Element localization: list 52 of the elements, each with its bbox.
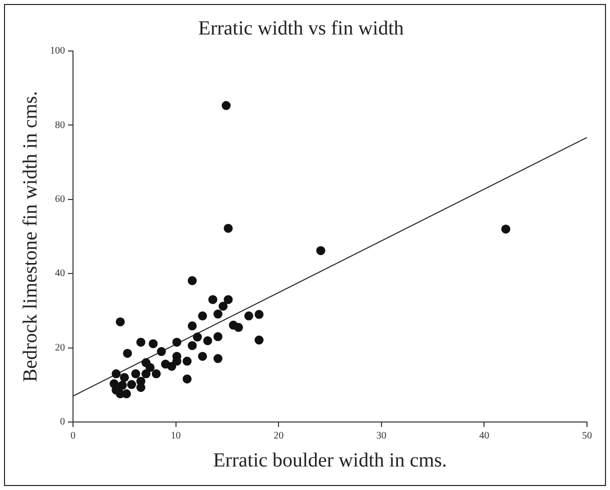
point [148,339,158,348]
y-tick-label: 20 [55,342,65,354]
point [118,380,127,390]
point [146,362,155,372]
point [222,101,231,110]
point [218,302,228,311]
x-tick-label: 40 [479,430,490,442]
point [213,354,222,364]
x-tick-label: 20 [274,430,284,442]
point [203,336,212,346]
x-tick-label: 50 [582,430,592,442]
point [120,372,129,382]
point [112,369,121,378]
x-tick-label: 10 [170,430,181,442]
point [182,356,192,366]
x-tick-label: 0 [70,430,76,442]
point [127,380,136,390]
point [198,311,208,320]
point [136,338,146,347]
point [188,341,197,350]
point [188,321,197,330]
point [198,352,208,361]
point [122,348,132,358]
y-tick-label: 80 [55,120,65,131]
point [244,311,254,320]
point [172,338,182,347]
point [208,295,218,304]
point [213,332,222,342]
point [501,224,510,234]
point [152,369,161,378]
point [213,310,222,319]
point [254,310,264,319]
point [224,224,233,233]
point [192,332,202,342]
y-tick-label: 100 [50,46,65,57]
point [188,276,197,286]
point [116,317,125,326]
y-tick-label: 40 [55,268,65,280]
point [141,369,150,378]
point [234,322,244,332]
y-tick-label: 0 [60,416,65,428]
point [182,374,192,384]
y-axis-title: Bedrock limestone fin width in cms. [19,90,42,382]
chart-title: Erratic width vs fin width [198,17,404,40]
y-tick-label: 60 [55,194,65,206]
point [254,336,264,345]
point [224,295,233,304]
x-tick-label: 30 [376,430,386,442]
x-axis-title: Erratic boulder width in cms. [213,449,447,472]
point [316,246,326,256]
point [131,369,140,378]
point [156,347,166,356]
